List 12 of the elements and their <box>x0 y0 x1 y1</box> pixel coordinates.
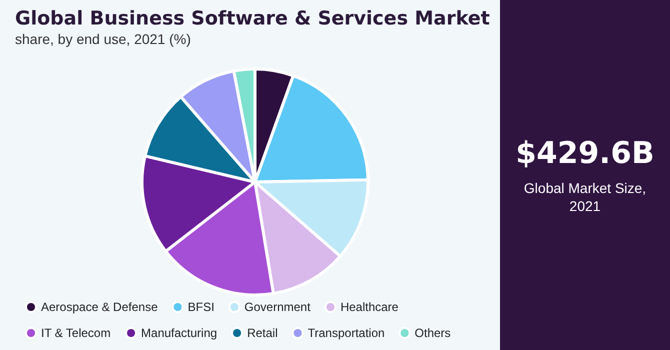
chart-title: Global Business Software & Services Market <box>15 8 490 30</box>
legend-label: Retail <box>247 326 278 340</box>
legend-label: Transportation <box>308 326 385 340</box>
legend-label: BFSI <box>188 300 214 314</box>
legend-label: Government <box>244 300 312 314</box>
legend-label: IT & Telecom <box>41 326 111 340</box>
legend-label: Healthcare <box>340 300 399 314</box>
legend-label: Manufacturing <box>141 326 218 340</box>
legend-label: Aerospace & Defense <box>41 300 158 314</box>
side-panel: $429.6B Global Market Size, 2021 <box>500 0 670 350</box>
legend-label: Others <box>414 326 451 340</box>
chart-subtitle: share, by end use, 2021 (%) <box>15 31 191 47</box>
